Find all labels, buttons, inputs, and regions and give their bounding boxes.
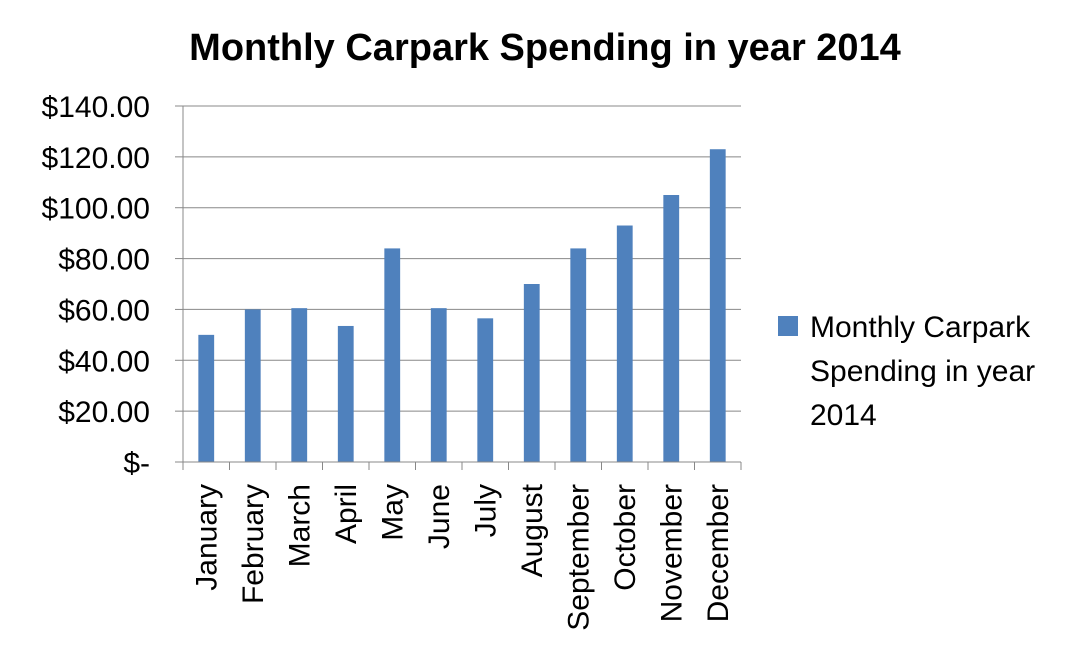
y-tick-label: $120.00 (42, 142, 150, 175)
legend: Monthly Carpark Spending in year 2014 (778, 311, 1035, 432)
bars (198, 149, 726, 462)
bar (570, 248, 587, 462)
bar (198, 334, 215, 462)
x-category-label: August (516, 483, 549, 577)
y-tick-label: $40.00 (58, 345, 150, 378)
y-tick-label: $140.00 (42, 91, 150, 124)
legend-label: Spending in year (810, 355, 1035, 388)
x-category-label: March (283, 484, 316, 567)
x-category-label: October (609, 484, 642, 591)
x-category-label: July (469, 484, 502, 537)
y-tick-label: $60.00 (58, 294, 150, 327)
x-category-label: September (562, 484, 595, 631)
y-tick-label: $- (123, 447, 150, 480)
bar (384, 248, 401, 462)
bar (616, 225, 633, 462)
gridlines (183, 105, 741, 412)
legend-label: 2014 (810, 399, 877, 432)
y-tick-label: $80.00 (58, 244, 150, 277)
x-category-label: June (423, 484, 456, 549)
bar (477, 318, 494, 462)
y-tick-label: $20.00 (58, 396, 150, 429)
chart-title: Monthly Carpark Spending in year 2014 (189, 27, 901, 69)
x-category-label: November (655, 484, 688, 622)
y-axis-ticks: $- $20.00 $40.00 $60.00 $80.00 $100.00 $120.00… (42, 91, 183, 480)
x-axis-categories: January February March April May June July Augu… (190, 483, 735, 630)
x-category-label: April (330, 484, 363, 544)
legend-label: Monthly Carpark (810, 311, 1031, 344)
axes (182, 106, 742, 470)
bar (523, 284, 540, 462)
x-category-label: May (376, 484, 409, 541)
bar (663, 195, 680, 462)
x-category-label: February (237, 484, 270, 604)
bar (430, 308, 447, 462)
bar (337, 325, 354, 462)
bar (291, 308, 308, 462)
bar (709, 149, 726, 462)
y-tick-label: $100.00 (42, 193, 150, 226)
x-category-label: December (702, 484, 735, 622)
x-category-label: January (190, 484, 223, 591)
bar (244, 309, 261, 462)
legend-swatch (778, 316, 798, 336)
